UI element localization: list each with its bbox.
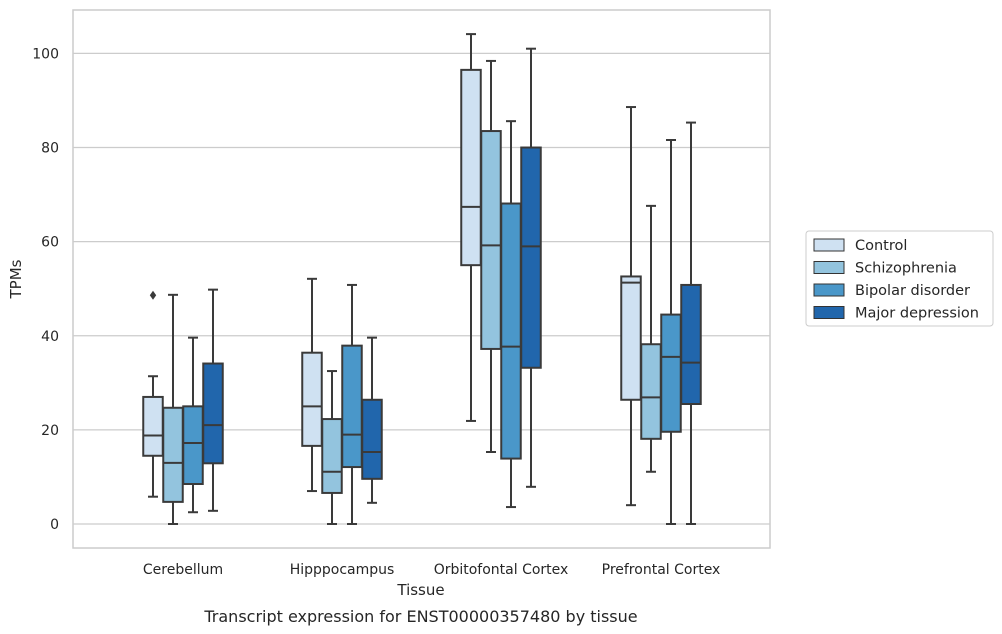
iqr-box	[500, 202, 522, 460]
legend-item: Major depression	[813, 306, 979, 322]
x-tick-label: Cerebellum	[143, 562, 223, 578]
box-2-0	[460, 33, 482, 422]
iqr-box	[620, 275, 642, 401]
x-tick-label: Orbitofontal Cortex	[434, 562, 569, 578]
box-0-0	[142, 290, 164, 498]
box-0-3	[202, 288, 224, 512]
iqr-box	[202, 362, 224, 465]
iqr-box	[321, 418, 343, 494]
iqr-box	[142, 395, 164, 457]
box-2-3	[520, 47, 542, 488]
box-3-2	[660, 138, 682, 525]
box-0-2	[182, 336, 204, 514]
x-axis-ticks: Cerebellum Hipppocampus Orbitofontal Corte…	[143, 562, 720, 578]
iqr-box	[520, 146, 542, 369]
iqr-box	[301, 351, 323, 447]
iqr-box	[680, 283, 702, 405]
iqr-box	[480, 130, 502, 350]
y-tick-label: 0	[50, 517, 59, 533]
y-tick-label: 20	[41, 423, 59, 439]
legend-item: Control	[813, 238, 907, 254]
legend-swatch	[813, 283, 845, 297]
box-1-0	[301, 277, 323, 493]
box-1-3	[361, 336, 383, 504]
box-3-1	[640, 204, 662, 473]
legend-label: Schizophrenia	[855, 261, 957, 277]
box-2-1	[480, 59, 502, 453]
chart-caption: Transcript expression for ENST0000035748…	[203, 607, 637, 626]
legend-label: Major depression	[855, 306, 979, 322]
box-1-2	[341, 283, 363, 525]
legend-item: Bipolar disorder	[813, 283, 970, 299]
y-axis-label: TPMs	[7, 259, 25, 299]
legend-label: Control	[855, 238, 907, 254]
legend-label: Bipolar disorder	[855, 283, 970, 299]
box-0-1	[162, 293, 184, 525]
iqr-box	[460, 68, 482, 267]
plot-area-frame	[72, 9, 771, 549]
iqr-box	[660, 313, 682, 433]
y-tick-label: 60	[41, 235, 59, 251]
box-3-3	[680, 121, 702, 525]
y-tick-label: 100	[32, 46, 59, 62]
iqr-box	[361, 398, 383, 480]
iqr-box	[182, 405, 204, 485]
legend-swatch	[813, 261, 845, 274]
box-3-0	[620, 106, 642, 507]
iqr-box	[640, 343, 662, 440]
y-axis-ticks: 0 20 40 60 80 100	[32, 46, 59, 533]
x-axis-label: Tissue	[396, 581, 444, 599]
y-tick-label: 40	[41, 329, 59, 345]
boxes	[142, 33, 702, 525]
x-tick-label: Hipppocampus	[290, 562, 395, 578]
legend-frame	[805, 230, 994, 327]
iqr-box	[162, 406, 184, 503]
y-tick-label: 80	[41, 141, 59, 157]
legend-swatch	[813, 306, 845, 319]
box-2-2	[500, 120, 522, 509]
legend-item: Schizophrenia	[813, 261, 957, 277]
iqr-box	[341, 344, 363, 469]
outlier-marker	[149, 290, 157, 300]
legend: Control Schizophrenia Bipolar disorder Majo…	[805, 230, 994, 327]
legend-swatch	[813, 238, 845, 252]
box-1-1	[321, 370, 343, 525]
x-tick-label: Prefrontal Cortex	[602, 562, 721, 578]
